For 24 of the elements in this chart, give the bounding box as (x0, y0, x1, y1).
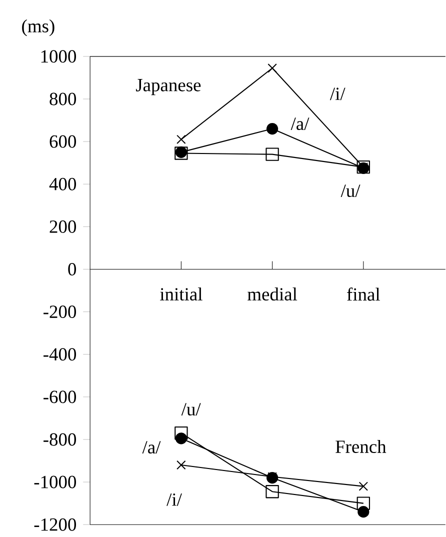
y-tick-label: 400 (50, 178, 76, 190)
series-label: /i/ (166, 493, 182, 506)
y-tick-label: 800 (50, 92, 76, 106)
y-tick-label: 0 (68, 262, 76, 276)
y-tick-label: 1000 (42, 50, 76, 63)
y-tick-label: -600 (44, 390, 76, 404)
y-tick-label: -200 (44, 306, 76, 318)
series-label: /u/ (181, 403, 201, 416)
x-tick-label: initial (160, 288, 203, 301)
series-label: /u/ (340, 184, 360, 198)
y-tick-label: -1200 (34, 518, 76, 531)
y-tick-label: -1000 (34, 476, 76, 488)
y-tick-label: -800 (44, 433, 76, 446)
annotation: French (336, 440, 386, 454)
series-label: /a/ (142, 441, 161, 454)
series-label: /a/ (290, 118, 310, 130)
x-tick-label: medial (248, 288, 298, 301)
series-label: /i/ (330, 88, 346, 100)
annotation: Japanese (136, 79, 201, 96)
y-tick-label: 200 (50, 220, 76, 233)
y-tick-label: 600 (50, 135, 76, 148)
y-axis-title: (ms) (22, 19, 54, 36)
x-tick-label: final (347, 288, 380, 301)
y-tick-label: -400 (44, 348, 76, 361)
